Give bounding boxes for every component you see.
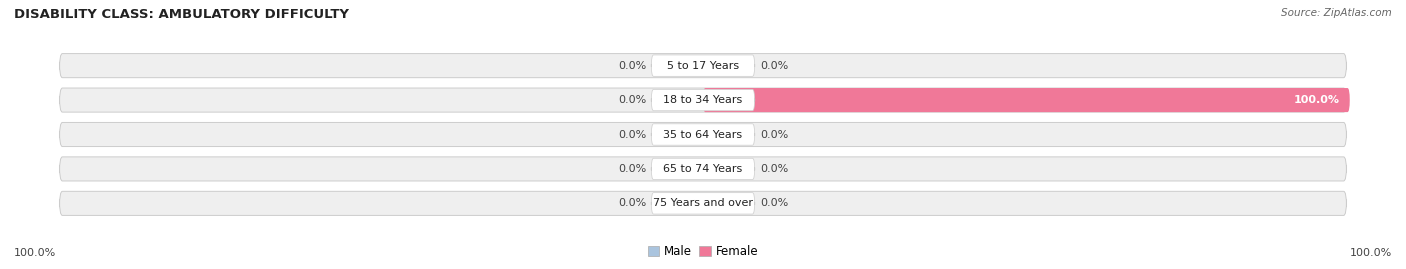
Text: 0.0%: 0.0%: [617, 95, 647, 105]
FancyBboxPatch shape: [59, 54, 1347, 78]
Text: 0.0%: 0.0%: [617, 198, 647, 208]
Text: 75 Years and over: 75 Years and over: [652, 198, 754, 208]
Text: 65 to 74 Years: 65 to 74 Years: [664, 164, 742, 174]
Text: 0.0%: 0.0%: [617, 129, 647, 140]
Text: 18 to 34 Years: 18 to 34 Years: [664, 95, 742, 105]
Text: 0.0%: 0.0%: [759, 164, 789, 174]
Text: 0.0%: 0.0%: [617, 61, 647, 71]
Text: 5 to 17 Years: 5 to 17 Years: [666, 61, 740, 71]
Text: 100.0%: 100.0%: [1350, 248, 1392, 258]
FancyBboxPatch shape: [59, 191, 1347, 215]
FancyBboxPatch shape: [651, 89, 755, 111]
Text: 0.0%: 0.0%: [759, 129, 789, 140]
Text: 0.0%: 0.0%: [759, 61, 789, 71]
Text: 0.0%: 0.0%: [759, 198, 789, 208]
FancyBboxPatch shape: [651, 55, 755, 76]
FancyBboxPatch shape: [651, 124, 755, 145]
FancyBboxPatch shape: [651, 158, 755, 180]
Text: 100.0%: 100.0%: [14, 248, 56, 258]
FancyBboxPatch shape: [703, 88, 1350, 112]
Text: 35 to 64 Years: 35 to 64 Years: [664, 129, 742, 140]
FancyBboxPatch shape: [59, 157, 1347, 181]
Text: 100.0%: 100.0%: [1294, 95, 1340, 105]
Text: Source: ZipAtlas.com: Source: ZipAtlas.com: [1281, 8, 1392, 18]
FancyBboxPatch shape: [59, 88, 1347, 112]
FancyBboxPatch shape: [59, 122, 1347, 147]
FancyBboxPatch shape: [651, 193, 755, 214]
Text: DISABILITY CLASS: AMBULATORY DIFFICULTY: DISABILITY CLASS: AMBULATORY DIFFICULTY: [14, 8, 349, 21]
Legend: Male, Female: Male, Female: [643, 240, 763, 263]
Text: 0.0%: 0.0%: [617, 164, 647, 174]
